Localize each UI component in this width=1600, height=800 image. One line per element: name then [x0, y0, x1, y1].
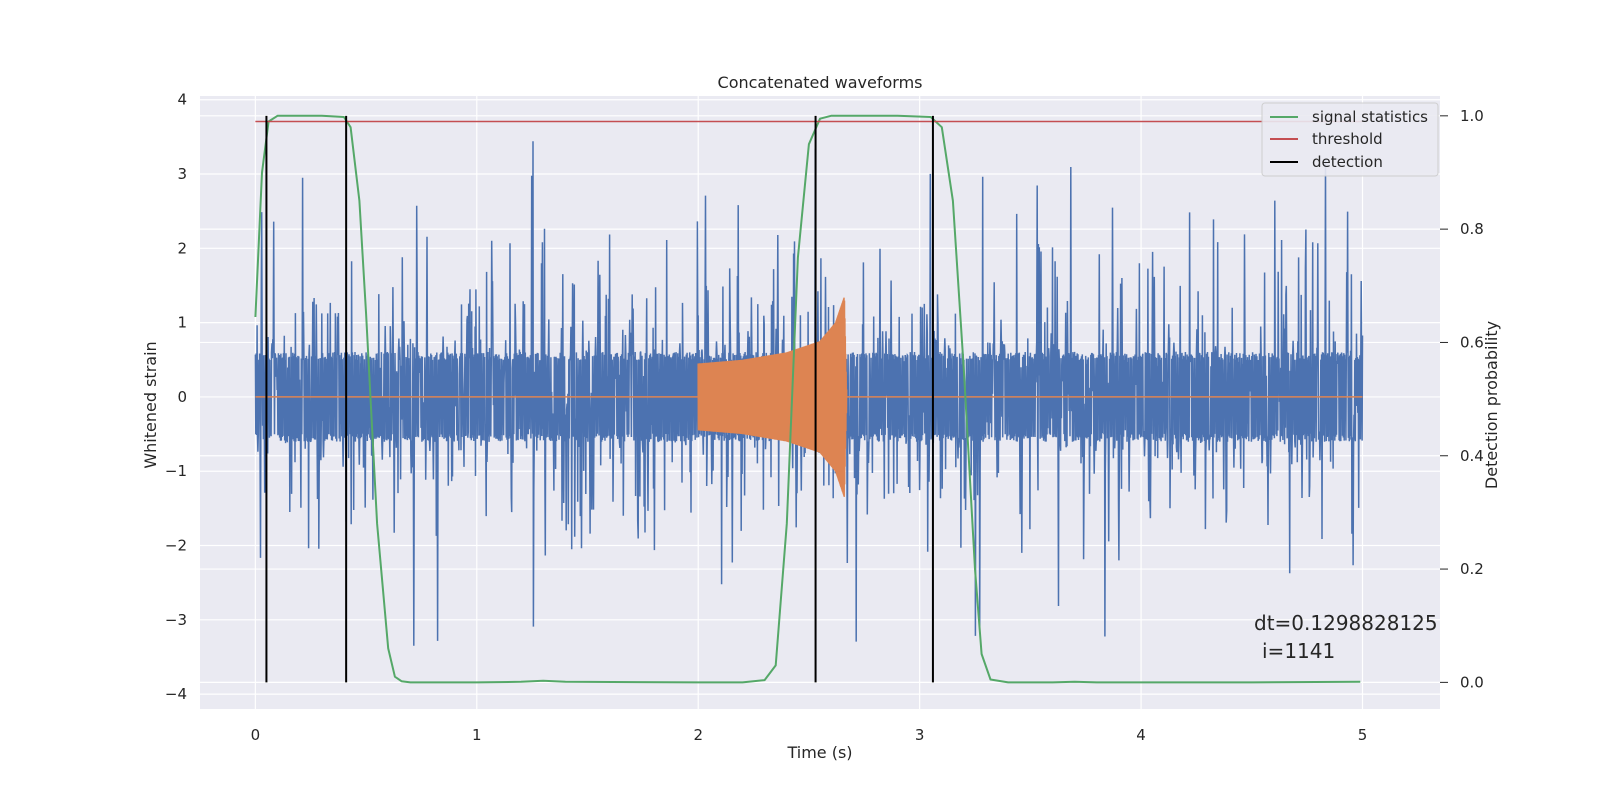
x-tick-label: 0: [251, 726, 261, 744]
y-tick-label: −4: [165, 685, 187, 703]
y2-tick-label: 0.4: [1460, 447, 1484, 465]
chart-title: Concatenated waveforms: [718, 73, 923, 92]
legend-label-detection: detection: [1312, 153, 1383, 171]
y-tick-label: −3: [165, 611, 187, 629]
y-tick-label: −2: [165, 537, 187, 555]
template-line: [255, 297, 1363, 497]
y-tick-label: 2: [177, 239, 187, 257]
y-tick-label: 1: [177, 314, 187, 332]
legend: signal statistics threshold detection: [1261, 102, 1439, 177]
y2-axis-label: Detection probability: [1482, 321, 1501, 489]
y2-tick-label: 0.6: [1460, 333, 1484, 351]
y-tick-label: −1: [165, 462, 187, 480]
legend-box: [1261, 102, 1439, 177]
x-axis-label: Time (s): [786, 743, 852, 762]
signal-statistics-line: [254, 114, 1361, 684]
x-tick-label: 3: [915, 726, 925, 744]
x-tick-label: 4: [1136, 726, 1146, 744]
y2-tick-label: 0.0: [1460, 673, 1484, 691]
y2-tick-label: 1.0: [1460, 107, 1484, 125]
x-axis-ticks: 0 1 2 3 4 5: [251, 726, 1368, 744]
y-tick-label: 3: [177, 165, 187, 183]
x-tick-label: 2: [693, 726, 703, 744]
y2-axis-ticks: 1.0 0.8 0.6 0.4 0.2 0.0: [1440, 107, 1484, 691]
y-axis-ticks: 4 3 2 1 0 −1 −2 −3 −4: [165, 91, 187, 703]
x-tick-label: 5: [1358, 726, 1368, 744]
y2-tick-label: 0.8: [1460, 220, 1484, 238]
detection-series: [265, 115, 934, 683]
annotation-dt: dt=0.1298828125: [1254, 611, 1438, 635]
signal-statistics-series: [254, 114, 1361, 684]
legend-label-threshold: threshold: [1312, 130, 1383, 148]
template-series: [255, 297, 1363, 497]
legend-label-signal-statistics: signal statistics: [1312, 108, 1428, 126]
annotation-i: i=1141: [1262, 639, 1335, 663]
y-tick-label: 0: [177, 388, 187, 406]
y2-tick-label: 0.2: [1460, 560, 1484, 578]
y-tick-label: 4: [177, 91, 187, 109]
y-axis-label: Whitened strain: [141, 341, 160, 468]
x-tick-label: 1: [472, 726, 482, 744]
